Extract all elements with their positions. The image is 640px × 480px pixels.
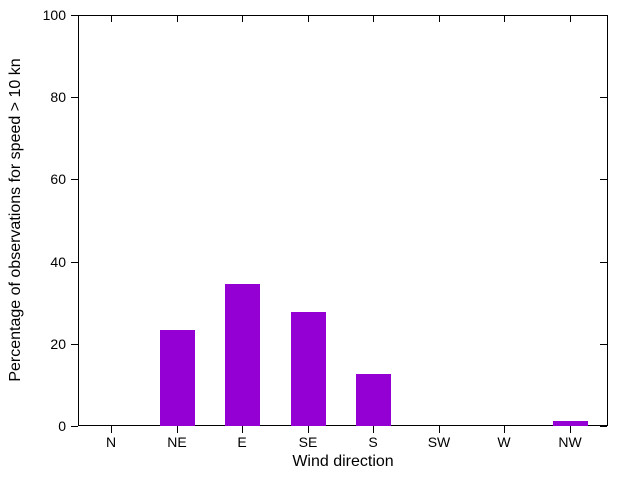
y-tick-label: 100 <box>42 7 66 23</box>
x-tick-bottom <box>504 426 505 433</box>
y-tick-left <box>71 344 78 345</box>
x-tick-top <box>373 16 374 22</box>
x-tick-top <box>570 16 571 22</box>
bar-se <box>291 312 326 426</box>
bar-e <box>225 284 260 426</box>
y-tick-label: 0 <box>58 418 66 434</box>
x-tick-label-ne: NE <box>167 434 187 450</box>
bar-ne <box>160 330 195 426</box>
x-tick-bottom <box>111 426 112 433</box>
plot-area <box>78 15 608 426</box>
y-tick-right <box>600 262 607 263</box>
x-tick-label-e: E <box>237 434 247 450</box>
y-tick-right <box>600 15 607 16</box>
x-tick-label-sw: SW <box>427 434 451 450</box>
y-tick-label: 40 <box>50 254 66 270</box>
y-axis-label: Percentage of observations for speed > 1… <box>7 58 24 382</box>
x-tick-top <box>242 16 243 22</box>
y-tick-left <box>71 15 78 16</box>
x-tick-bottom <box>308 426 309 433</box>
bar-s <box>356 374 391 426</box>
y-tick-left <box>71 97 78 98</box>
x-tick-top <box>439 16 440 22</box>
y-tick-left <box>71 262 78 263</box>
y-tick-right <box>600 97 607 98</box>
x-tick-label-se: SE <box>298 434 318 450</box>
x-tick-top <box>111 16 112 22</box>
y-tick-right <box>600 179 607 180</box>
y-tick-label: 60 <box>50 171 66 187</box>
bar-nw <box>553 421 588 426</box>
x-tick-label-nw: NW <box>558 434 582 450</box>
x-tick-top <box>504 16 505 22</box>
y-tick-left <box>71 179 78 180</box>
y-tick-label: 20 <box>50 336 66 352</box>
x-axis-label: Wind direction <box>292 453 394 470</box>
y-tick-left <box>71 426 78 427</box>
x-tick-top <box>308 16 309 22</box>
x-tick-label-s: S <box>368 434 378 450</box>
x-tick-top <box>177 16 178 22</box>
y-tick-right <box>600 344 607 345</box>
y-tick-right <box>600 426 607 427</box>
x-tick-bottom <box>373 426 374 433</box>
x-tick-label-w: W <box>497 434 511 450</box>
x-tick-bottom <box>570 426 571 433</box>
x-tick-bottom <box>242 426 243 433</box>
x-tick-bottom <box>439 426 440 433</box>
y-tick-label: 80 <box>50 89 66 105</box>
x-tick-bottom <box>177 426 178 433</box>
x-tick-label-n: N <box>105 434 117 450</box>
